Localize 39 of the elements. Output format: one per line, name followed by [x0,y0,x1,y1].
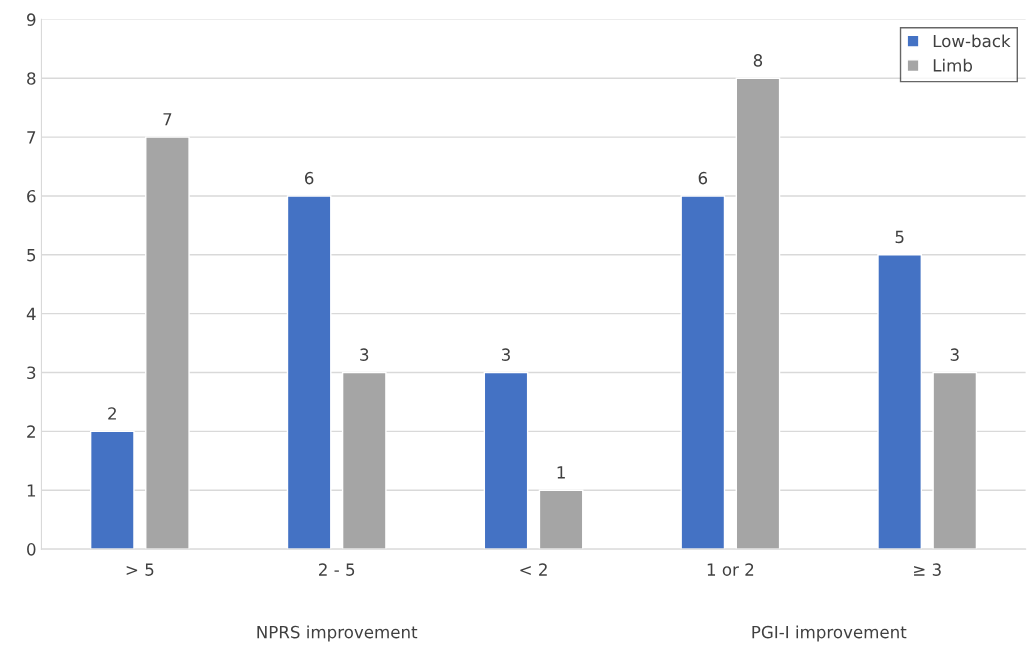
data-label: 6 [698,171,708,185]
bar [680,195,726,550]
x-tick-label: 2 - 5 [319,563,355,576]
bar [341,371,387,550]
bar [286,195,332,550]
bar [877,254,923,550]
data-label: 6 [305,171,314,185]
y-tick-label: 5 [27,248,36,262]
data-label: 5 [895,230,904,244]
y-tick-label: 4 [26,307,36,320]
x-tick-label: 1 or 2 [707,563,754,576]
legend-label: Low-back [933,34,1011,48]
bar [932,371,978,550]
y-tick-label: 8 [27,72,36,85]
bar [145,136,190,550]
data-label: 3 [950,348,959,361]
x-tick-label: ≥ 3 [914,563,941,576]
bar [89,430,135,550]
y-tick-label: 0 [27,543,36,556]
data-label: 2 [108,407,116,420]
bar [735,77,781,550]
bar [538,489,584,550]
legend-label: Limb [933,58,973,72]
data-label: 3 [360,348,369,361]
data-label: 7 [163,113,172,126]
y-tick-label: 1 [27,484,36,497]
text: NPRS improvement [257,625,418,642]
y-tick-label: 7 [27,131,36,144]
x-tick-label: > 5 [126,563,154,576]
y-tick-label: 2 [27,425,35,438]
data-label: 8 [753,54,763,67]
bar [483,371,529,550]
data-label: 3 [501,348,510,361]
text: PGI-I improvement [752,625,907,642]
data-label: 1 [557,466,565,479]
y-tick-label: 3 [27,366,36,380]
x-tick-label: < 2 [520,563,547,576]
y-tick-label: 9 [27,13,36,26]
y-tick-label: 6 [27,189,36,203]
